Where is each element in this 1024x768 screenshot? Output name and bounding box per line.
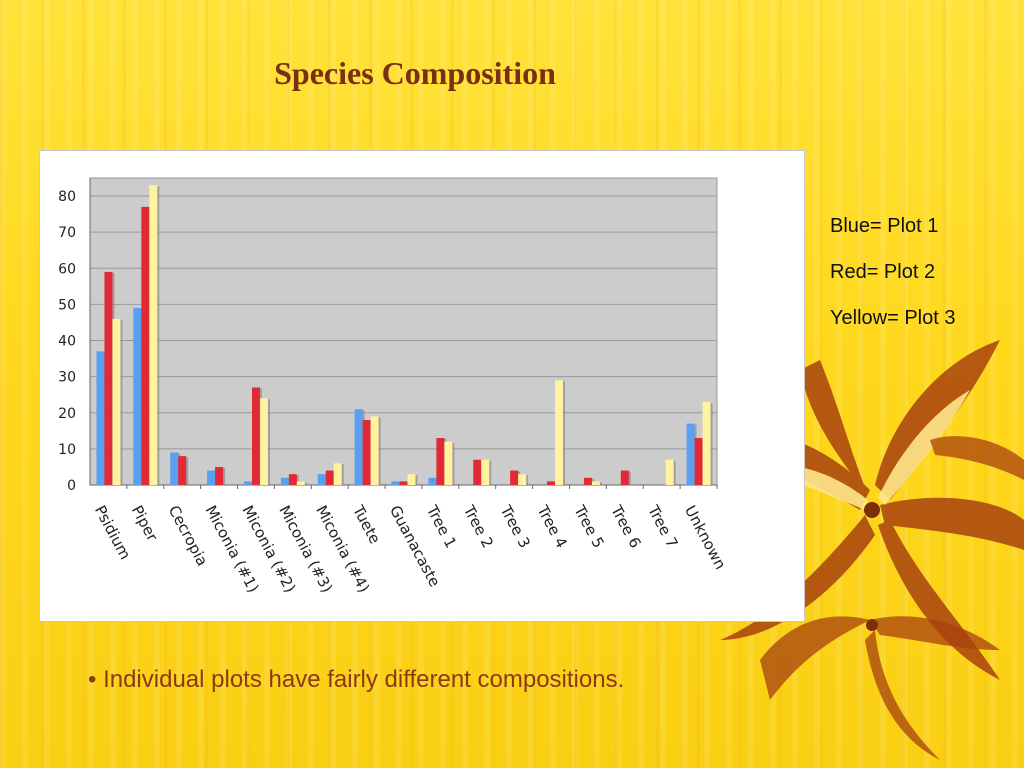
- bar-plot2: [362, 419, 371, 485]
- bar-plot1: [243, 481, 252, 485]
- bar-plot1: [96, 351, 105, 485]
- bar-plot3: [518, 474, 527, 485]
- bar-plot1: [280, 477, 289, 485]
- bar-plot1: [428, 477, 437, 485]
- bar-plot2: [620, 470, 629, 485]
- x-tick-label: Psidium: [91, 502, 134, 562]
- bar-plot2: [510, 470, 519, 485]
- bar-plot3: [665, 459, 674, 485]
- y-tick-label: 40: [58, 334, 76, 350]
- x-tick-label: Tuete: [349, 502, 384, 547]
- y-tick-label: 50: [58, 297, 76, 313]
- bar-plot2: [399, 481, 408, 485]
- y-tick-label: 10: [58, 442, 76, 458]
- x-tick-label: Tree 6: [607, 502, 645, 552]
- x-tick-label: Tree 7: [644, 502, 682, 552]
- bar-plot2: [141, 206, 150, 486]
- y-tick-label: 20: [58, 406, 76, 422]
- legend-note-plot2: Red= Plot 2: [830, 261, 936, 283]
- x-tick-label: Piper: [128, 502, 162, 545]
- y-tick-label: 0: [67, 478, 76, 494]
- bar-plot2: [325, 470, 334, 485]
- x-tick-label: Unknown: [681, 502, 730, 572]
- y-tick-label: 70: [58, 225, 76, 241]
- bar-plot3: [333, 463, 342, 485]
- bar-plot1: [686, 423, 695, 485]
- bar-plot3: [296, 481, 305, 485]
- bar-plot3: [591, 481, 600, 485]
- bar-plot2: [251, 387, 260, 485]
- bar-plot1: [170, 452, 179, 485]
- slide-title: Species Composition: [274, 55, 556, 91]
- bar-plot2: [104, 271, 113, 485]
- bar-plot3: [259, 398, 268, 485]
- x-tick-label: Tree 4: [533, 502, 571, 552]
- bullet-text: • Individual plots have fairly different…: [88, 666, 625, 693]
- bar-plot3: [555, 380, 564, 485]
- legend-note-plot1: Blue= Plot 1: [830, 215, 939, 237]
- bar-plot3: [444, 441, 453, 485]
- bar-plot2: [436, 438, 445, 485]
- y-tick-label: 60: [58, 261, 76, 277]
- bar-plot1: [133, 308, 142, 485]
- legend-note-plot3: Yellow= Plot 3: [830, 307, 956, 329]
- x-tick-label: Tree 2: [459, 502, 497, 552]
- x-tick-label: Tree 3: [496, 502, 534, 552]
- bar-plot2: [547, 481, 556, 485]
- y-tick-label: 80: [58, 189, 76, 205]
- legend-notes: Blue= Plot 1 Red= Plot 2 Yellow= Plot 3: [830, 212, 955, 350]
- bar-plot1: [317, 474, 326, 485]
- bar-plot3: [149, 185, 158, 486]
- bar-plot1: [354, 409, 363, 485]
- bar-plot2: [178, 456, 187, 485]
- x-tick-label: Tree 5: [570, 502, 608, 552]
- bar-plot2: [288, 474, 297, 485]
- y-tick-label: 30: [58, 370, 76, 386]
- bar-plot2: [583, 477, 592, 485]
- bar-plot3: [481, 459, 490, 485]
- x-tick-label: Tree 1: [422, 502, 460, 552]
- bar-plot2: [215, 466, 224, 485]
- lily-flower-decoration: [710, 340, 1024, 760]
- bar-plot3: [370, 416, 379, 485]
- bar-plot3: [407, 474, 416, 485]
- bar-plot3: [112, 318, 121, 485]
- bar-plot2: [473, 459, 482, 485]
- plot-area: [89, 177, 718, 486]
- bar-plot1: [207, 470, 216, 485]
- bar-plot2: [694, 438, 703, 485]
- bar-plot3: [702, 401, 711, 485]
- bar-plot1: [391, 481, 400, 485]
- chart-container: 0 10 20 30 40 50 60 70 80 Psidium Piper Cecropia Mic…: [39, 150, 805, 622]
